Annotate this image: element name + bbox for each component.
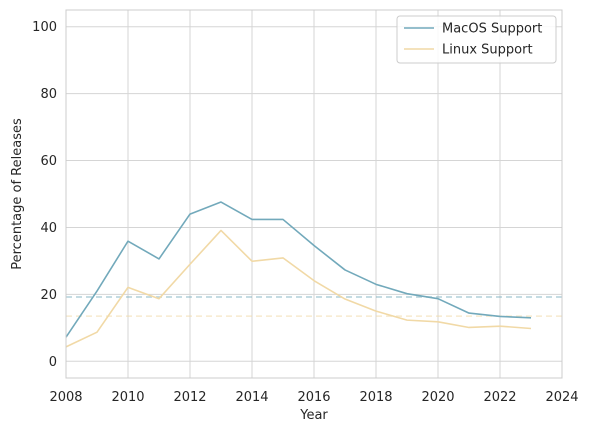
x-tick-label: 2024 bbox=[545, 390, 578, 405]
x-tick-label: 2014 bbox=[235, 390, 268, 405]
legend-box bbox=[396, 15, 557, 64]
x-tick-label: 2020 bbox=[421, 390, 454, 405]
x-tick-label: 2012 bbox=[173, 390, 206, 405]
x-tick-label: 2018 bbox=[359, 390, 392, 405]
mean-lines bbox=[66, 296, 562, 317]
y-axis-label: Percentage of Releases bbox=[10, 118, 25, 270]
y-tick-label: 100 bbox=[32, 20, 57, 35]
series-line-linux bbox=[65, 229, 532, 348]
y-tick-label: 20 bbox=[40, 288, 57, 303]
legend-label-macos: MacOS Support bbox=[442, 22, 542, 37]
y-tick-labels: 0 20 40 60 80 100 bbox=[32, 20, 57, 370]
legend: MacOS Support Linux Support bbox=[396, 15, 557, 64]
x-tick-label: 2010 bbox=[111, 390, 144, 405]
legend-label-linux: Linux Support bbox=[442, 43, 533, 58]
x-axis-label: Year bbox=[299, 408, 328, 423]
x-tick-label: 2008 bbox=[49, 390, 82, 405]
y-tick-label: 0 bbox=[49, 355, 57, 370]
series-line-macos bbox=[65, 201, 532, 338]
y-tick-label: 40 bbox=[40, 221, 57, 236]
plot-frame bbox=[65, 9, 563, 379]
x-tick-label: 2022 bbox=[483, 390, 516, 405]
series-lines bbox=[65, 201, 532, 348]
x-tick-label: 2016 bbox=[297, 390, 330, 405]
y-tick-label: 60 bbox=[40, 154, 57, 169]
x-tick-labels: 2008 2010 2012 2014 2016 2018 2020 2022 2024 bbox=[49, 390, 578, 405]
y-tick-label: 80 bbox=[40, 87, 57, 102]
